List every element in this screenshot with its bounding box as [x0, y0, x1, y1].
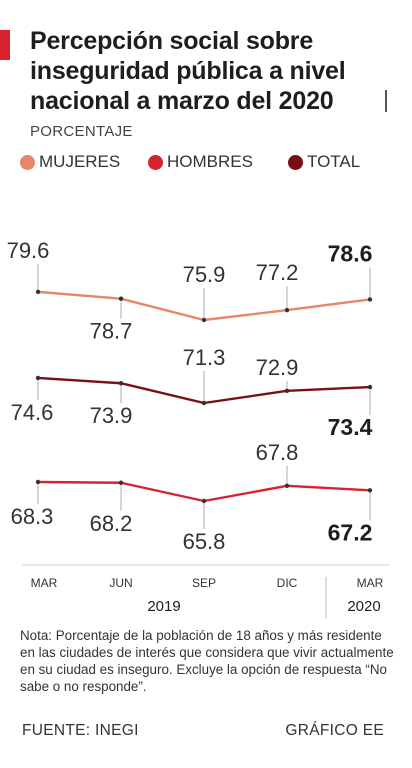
data-label: 72.9	[256, 355, 299, 380]
unit-label: PORCENTAJE	[30, 123, 133, 140]
data-label: 73.9	[90, 403, 133, 428]
data-point	[35, 479, 41, 485]
data-label: 67.2	[328, 519, 373, 545]
legend-dot-mujeres	[20, 155, 35, 170]
chart-note: Nota: Porcentaje de la población de 18 a…	[20, 628, 394, 694]
data-point	[284, 307, 290, 313]
x-tick-label: DIC	[277, 576, 298, 590]
data-point	[118, 296, 124, 301]
data-point	[367, 488, 373, 493]
data-point	[284, 483, 290, 488]
x-tick-label: SEP	[192, 576, 216, 590]
series-line-hombres	[37, 480, 371, 503]
legend-label-mujeres: MUJERES	[39, 152, 121, 171]
title-accent-bar	[0, 30, 10, 60]
data-label: 65.8	[183, 529, 226, 554]
legend-dot-total	[288, 155, 303, 170]
year-label-2019: 2019	[147, 598, 180, 615]
data-point	[201, 400, 207, 406]
data-label: 68.2	[90, 511, 133, 536]
data-point	[118, 480, 124, 485]
line-chart: 79.6 78.7 75.9 77.2 78.6 74.6 73.9 71.3 72.9 73.4…	[7, 238, 390, 618]
data-point	[367, 384, 373, 390]
chart-title: Percepción social sobre inseguridad públ…	[30, 27, 346, 115]
data-label: 74.6	[11, 400, 54, 425]
legend-label-hombres: HOMBRES	[167, 152, 253, 171]
x-tick-label: MAR	[31, 576, 58, 590]
data-point	[201, 498, 207, 504]
data-label: 68.3	[11, 504, 54, 529]
data-label: 78.6	[328, 240, 373, 266]
data-label: 75.9	[183, 262, 226, 287]
data-label: 78.7	[90, 319, 133, 344]
credit-label: GRÁFICO EE	[285, 722, 384, 739]
data-point	[118, 381, 124, 386]
data-label: 77.2	[256, 260, 299, 285]
title-end-mark	[385, 90, 387, 112]
data-point	[35, 375, 41, 381]
legend-dot-hombres	[148, 155, 163, 170]
source-label: FUENTE: INEGI	[22, 722, 139, 739]
x-tick-label: JUN	[109, 576, 132, 590]
x-tick-label: MAR	[357, 576, 384, 590]
data-point	[284, 388, 290, 394]
data-label: 79.6	[7, 238, 50, 263]
data-label: 73.4	[328, 414, 373, 440]
data-point	[201, 317, 207, 323]
year-label-2020: 2020	[347, 598, 380, 615]
data-point	[35, 289, 41, 295]
data-point	[367, 297, 373, 302]
legend-label-total: TOTAL	[307, 152, 361, 171]
data-label: 67.8	[256, 440, 299, 465]
data-label: 71.3	[183, 345, 226, 370]
